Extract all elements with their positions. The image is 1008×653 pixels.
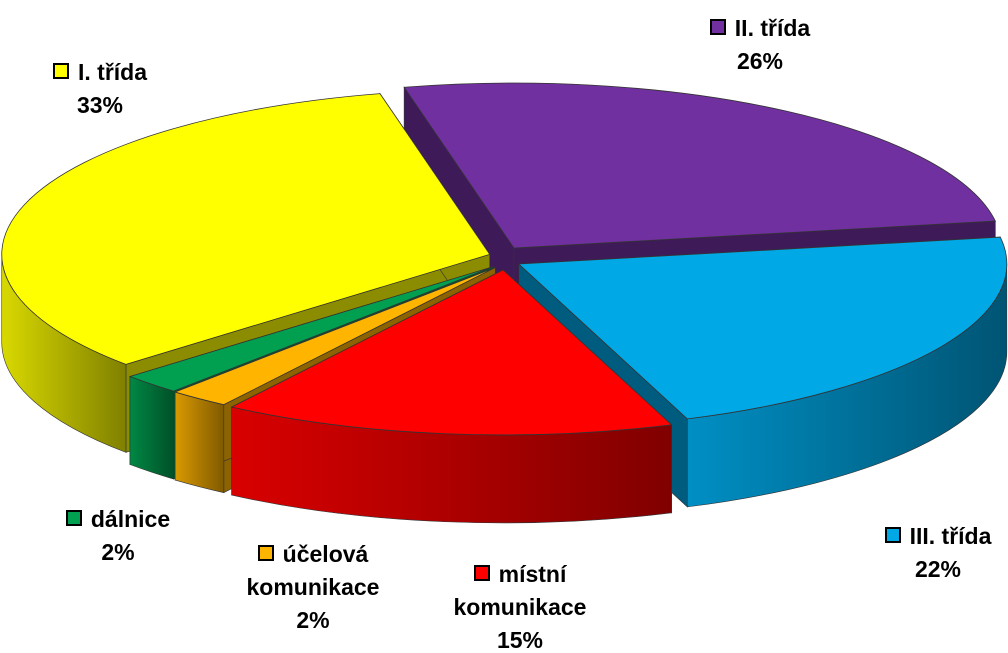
slice-top: [230, 269, 673, 436]
category-label: II. třída: [734, 15, 811, 41]
label-name: I. třída: [20, 56, 180, 89]
label-name: účelová komunikace: [218, 538, 408, 604]
slice-top: [403, 82, 996, 249]
slice-top: [173, 267, 496, 406]
value-label: 15%: [496, 627, 544, 653]
slice-top: [517, 236, 1008, 420]
category-label: III. třída: [909, 523, 992, 549]
category-label: účelová komunikace: [246, 541, 380, 600]
slice-top: [1, 93, 491, 365]
category-label: místní komunikace: [453, 561, 587, 620]
slice-label: II. třída 26%: [650, 12, 870, 78]
legend-marker: [884, 527, 901, 543]
slice-label: III. třída 22%: [858, 520, 1008, 586]
label-name: III. třída: [858, 520, 1008, 553]
value-label: 2%: [101, 539, 135, 565]
value-label: 22%: [914, 556, 962, 582]
slice-side: [174, 391, 225, 494]
label-name: dálnice: [38, 503, 198, 536]
legend-marker: [473, 565, 490, 581]
slice-label: I. třída 33%: [20, 56, 180, 122]
slice: [230, 269, 673, 524]
slice-label: účelová komunikace 2%: [218, 538, 408, 637]
slice-label: dálnice 2%: [38, 503, 198, 569]
legend-marker: [65, 510, 82, 526]
category-label: dálnice: [90, 506, 171, 532]
slice-top: [128, 266, 494, 392]
label-name: místní komunikace: [420, 558, 620, 624]
slice-side: [129, 376, 174, 480]
value-label: 26%: [736, 48, 784, 74]
legend-marker: [257, 545, 274, 561]
label-name: II. třída: [650, 12, 870, 45]
legend-marker: [709, 19, 726, 35]
category-label: I. třída: [77, 59, 147, 85]
value-label: 2%: [296, 607, 330, 633]
slice-label: místní komunikace 15%: [420, 558, 620, 653]
legend-marker: [52, 63, 69, 79]
value-label: 33%: [76, 92, 124, 118]
